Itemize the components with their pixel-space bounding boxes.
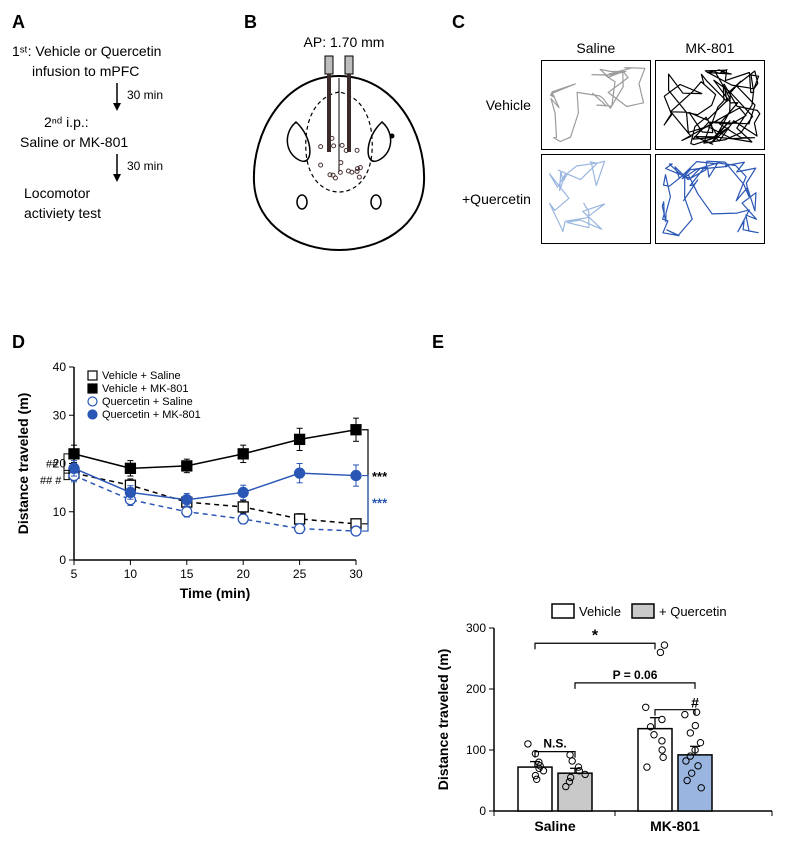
- bar-chart: 0 100 200 300 Distance traveled (m) Vehicle + …: [432, 602, 782, 847]
- svg-text:Time (min): Time (min): [180, 585, 251, 601]
- svg-text:##: ##: [46, 459, 59, 471]
- panel-b: AP: 1.70 mm: [244, 34, 444, 257]
- figure-root: A B C D E 1ˢᵗ: Vehicle or Quercetin infu…: [12, 12, 779, 603]
- panel-d: 01020304051015202530Time (min)Distance t…: [12, 357, 412, 602]
- svg-text:Saline: Saline: [534, 818, 575, 834]
- panel-label-c: C: [452, 12, 465, 33]
- svg-text:25: 25: [293, 567, 307, 581]
- track-col-mk801: MK-801: [655, 40, 765, 56]
- svg-text:10: 10: [124, 567, 138, 581]
- track-vehicle-mk801: [655, 60, 765, 150]
- svg-text:Vehicle + MK-801: Vehicle + MK-801: [102, 383, 189, 395]
- svg-text:***: ***: [372, 469, 388, 484]
- svg-text:100: 100: [466, 743, 486, 757]
- track-col-saline: Saline: [541, 40, 651, 56]
- svg-text:10: 10: [53, 505, 67, 519]
- svg-text:Quercetin + MK-801: Quercetin + MK-801: [102, 409, 201, 421]
- protocol-int2: 30 min: [127, 159, 163, 173]
- protocol-arrow2: 30 min: [42, 154, 232, 182]
- protocol-step2-l1: 2ⁿᵈ i.p.:: [44, 114, 89, 130]
- line-chart: 01020304051015202530Time (min)Distance t…: [12, 357, 412, 602]
- brain-section-svg: [244, 52, 434, 252]
- svg-text:Vehicle: Vehicle: [579, 604, 621, 619]
- svg-text:30: 30: [349, 567, 363, 581]
- protocol-step2-l2: Saline or MK-801: [20, 134, 128, 150]
- protocol-step1: 1ˢᵗ: Vehicle or Quercetin infusion to mP…: [12, 42, 232, 81]
- protocol-step1-l2: infusion to mPFC: [32, 63, 139, 79]
- svg-text:P = 0.06: P = 0.06: [613, 668, 658, 682]
- protocol-step3: Locomotor activiety test: [24, 184, 232, 223]
- track-row-quercetin: +Quercetin: [462, 191, 537, 207]
- panel-label-d: D: [12, 332, 25, 353]
- panel-label-e: E: [432, 332, 444, 353]
- protocol-step1-l1: 1ˢᵗ: Vehicle or Quercetin: [12, 43, 161, 59]
- track-vehicle-saline: [541, 60, 651, 150]
- svg-text:40: 40: [53, 360, 67, 374]
- protocol-int1: 30 min: [127, 88, 163, 102]
- protocol: 1ˢᵗ: Vehicle or Quercetin infusion to mP…: [12, 42, 232, 224]
- svg-text:15: 15: [180, 567, 194, 581]
- svg-text:#: #: [691, 695, 699, 711]
- svg-text:*: *: [592, 627, 599, 644]
- svg-text:N.S.: N.S.: [543, 737, 566, 751]
- track-quercetin-saline: [541, 154, 651, 244]
- track-quercetin-mk801: [655, 154, 765, 244]
- track-grid: Saline MK-801 Vehicle +Quercetin: [462, 40, 765, 244]
- svg-text:+ Quercetin: + Quercetin: [659, 604, 727, 619]
- brain-section-title: AP: 1.70 mm: [244, 34, 444, 50]
- panel-a: 1ˢᵗ: Vehicle or Quercetin infusion to mP…: [12, 40, 232, 226]
- svg-text:300: 300: [466, 621, 486, 635]
- protocol-step3-l2: activiety test: [24, 205, 101, 221]
- panel-label-b: B: [244, 12, 257, 33]
- svg-text:5: 5: [71, 567, 78, 581]
- svg-text:Distance traveled (m): Distance traveled (m): [435, 649, 451, 791]
- svg-text:MK-801: MK-801: [650, 818, 700, 834]
- svg-text:0: 0: [479, 804, 486, 818]
- protocol-arrow1: 30 min: [42, 83, 232, 111]
- protocol-step2: 2ⁿᵈ i.p.: Saline or MK-801: [44, 113, 232, 152]
- panel-c: Saline MK-801 Vehicle +Quercetin: [462, 40, 765, 244]
- svg-text:20: 20: [237, 567, 251, 581]
- svg-text:Quercetin + Saline: Quercetin + Saline: [102, 396, 193, 408]
- svg-text:Vehicle + Saline: Vehicle + Saline: [102, 370, 181, 382]
- svg-text:Distance traveled (m): Distance traveled (m): [15, 393, 31, 535]
- track-row-vehicle: Vehicle: [462, 97, 537, 113]
- svg-text:0: 0: [59, 553, 66, 567]
- svg-text:200: 200: [466, 682, 486, 696]
- protocol-step3-l1: Locomotor: [24, 185, 90, 201]
- svg-text:30: 30: [53, 408, 67, 422]
- svg-text:***: ***: [372, 495, 388, 510]
- panel-label-a: A: [12, 12, 25, 33]
- panel-e: 0 100 200 300 Distance traveled (m) Vehicle + …: [432, 602, 782, 847]
- svg-text:## #: ## #: [40, 475, 62, 487]
